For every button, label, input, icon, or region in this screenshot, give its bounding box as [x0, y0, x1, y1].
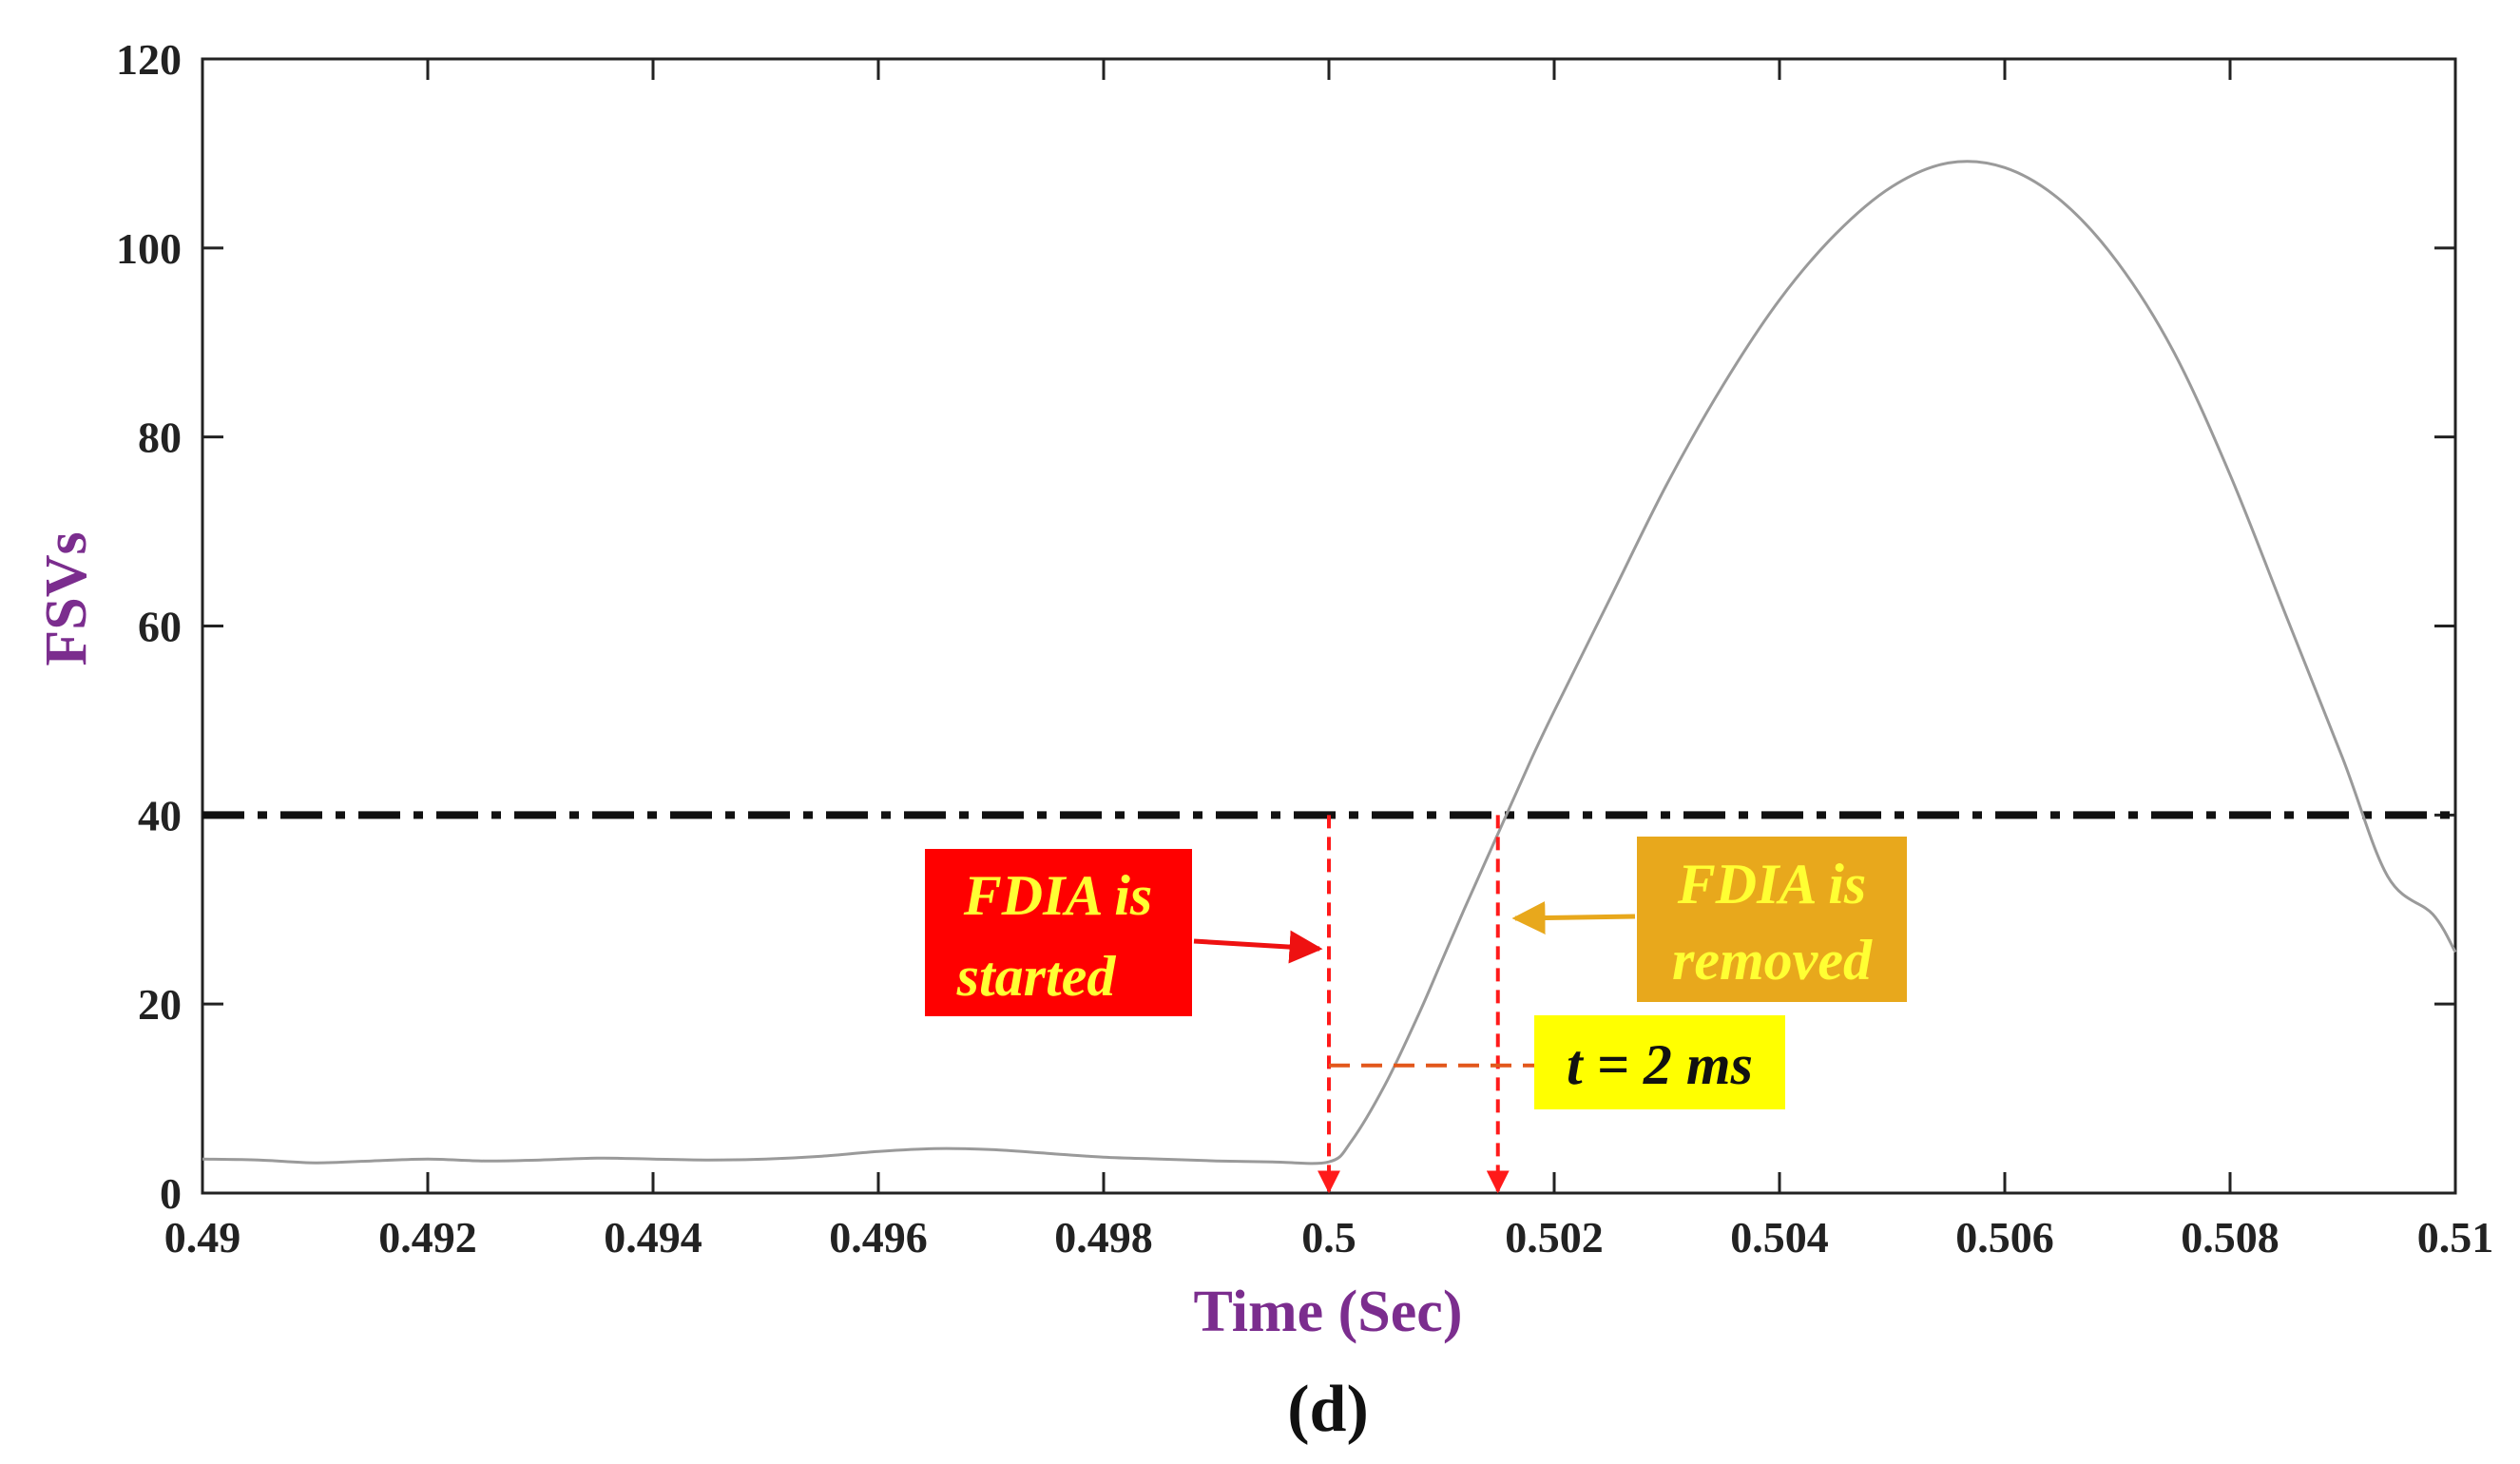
- y-tick-label: 60: [138, 603, 182, 651]
- x-tick-label: 0.494: [604, 1213, 702, 1262]
- delay-text: t = 2 ms: [1567, 1033, 1753, 1096]
- y-tick-label: 20: [138, 980, 182, 1029]
- x-tick-label: 0.502: [1505, 1213, 1604, 1262]
- attack-start-arrow: [1193, 930, 1323, 964]
- y-tick-label: 40: [138, 791, 182, 839]
- x-tick-labels: 0.49 0.492 0.494 0.496 0.498 0.5 0.502 0.504 0.5…: [164, 1213, 2494, 1262]
- y-tick-label: 120: [116, 35, 182, 84]
- attack-removed-text-line1: FDIA is: [1677, 853, 1866, 915]
- x-tick-label: 0.506: [1955, 1213, 2054, 1262]
- attack-start-box: [925, 849, 1192, 1016]
- attack-removed-text-line2: removed: [1672, 929, 1873, 992]
- x-tick-label: 0.498: [1054, 1213, 1153, 1262]
- y-tick-labels: 0 20 40 60 80 100 120: [116, 35, 182, 1218]
- x-tick-label: 0.5: [1301, 1213, 1356, 1262]
- x-axis-title: Time (Sec): [1194, 1280, 1463, 1344]
- attack-removed-box: [1637, 837, 1907, 1002]
- fsv-series-line: [202, 160, 2457, 1165]
- x-tick-label: 0.504: [1730, 1213, 1829, 1262]
- attack-start-text-line1: FDIA is: [963, 864, 1152, 927]
- x-tick-label: 0.492: [378, 1213, 477, 1262]
- x-tick-label: 0.508: [2181, 1213, 2280, 1262]
- panel-label: (d): [1287, 1373, 1369, 1446]
- attack-removed-arrow: [1511, 901, 1636, 934]
- y-tick-label: 80: [138, 414, 182, 462]
- y-axis-title: FSVs: [34, 531, 99, 665]
- y-tick-label: 100: [116, 224, 182, 273]
- x-tick-label: 0.49: [164, 1213, 241, 1262]
- x-tick-label: 0.496: [829, 1213, 928, 1262]
- attack-start-text-line2: started: [956, 945, 1117, 1008]
- y-tick-label: 0: [160, 1169, 182, 1218]
- delay-box: [1534, 1015, 1785, 1109]
- x-tick-label: 0.51: [2417, 1213, 2494, 1262]
